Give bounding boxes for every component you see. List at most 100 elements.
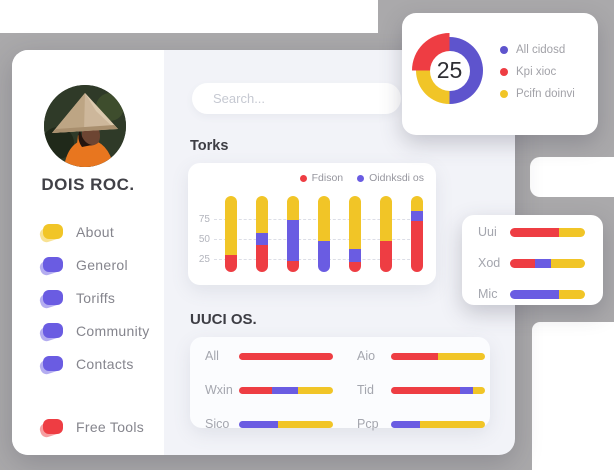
legend-item-kpi-xioc: Kpi xioc [500, 66, 575, 78]
torks-bar-segment [256, 244, 268, 272]
bar-row-sico: Sico [205, 417, 333, 431]
bar-row-mic: Mic [478, 287, 585, 301]
bar-segment [558, 227, 585, 237]
blob-icon [38, 257, 64, 277]
bar-track [510, 289, 585, 299]
bar-segment [510, 289, 559, 299]
blob-icon-shape [43, 290, 63, 305]
side-bars-list: Uui Xod Mic [478, 225, 585, 301]
y-tick-25: 25 [198, 254, 210, 265]
legend-label: Kpi xioc [516, 66, 557, 78]
torks-bar [287, 196, 299, 272]
bar-segment [391, 420, 421, 428]
torks-bar-segment [318, 196, 330, 241]
bar-segment [420, 420, 485, 428]
avatar-illustration [44, 85, 126, 167]
bar-row-pcp: Pcp [357, 417, 485, 431]
bar-track [391, 386, 485, 394]
bar-row-label: Mic [478, 287, 498, 301]
bar-track [510, 227, 585, 237]
bar-track [510, 258, 585, 268]
bar-track [391, 420, 485, 428]
sidebar: DOIS ROC. About Generol Toriffs Community Co… [12, 50, 164, 455]
sidebar-item-community[interactable]: Community [12, 321, 164, 343]
bar-segment [558, 289, 585, 299]
torks-bar [380, 196, 392, 272]
torks-bar [256, 196, 268, 272]
white-notch-right [530, 157, 614, 197]
fdison-legend-dot-icon [299, 174, 307, 182]
bar-segment [391, 352, 438, 360]
legend-label: Fdison [311, 172, 344, 184]
bar-segment [472, 386, 485, 394]
donut-stats-card: 25 All cidosd Kpi xioc Pcifn doinvi [402, 13, 598, 135]
sidebar-item-label: About [76, 224, 115, 240]
legend-item-oidnksdi: Oidnksdi os [357, 172, 424, 184]
uuci-left-column: All Wxin Sico [205, 345, 333, 431]
gridline-50 [214, 239, 420, 240]
blob-icon-shape [43, 257, 63, 272]
legend-item-pcifn-doinvi: Pcifn doinvi [500, 88, 575, 100]
side-stats-card: Uui Xod Mic [462, 215, 603, 305]
torks-bar-segment [411, 196, 423, 211]
bar-row-label: Sico [205, 417, 230, 431]
pcifn-doinvi-legend-dot-icon [500, 90, 508, 98]
uuci-chart-card: All Wxin Sico Aio Tid Pcp [190, 337, 490, 431]
bar-segment [271, 386, 299, 394]
torks-legend: Fdison Oidnksdi os [299, 172, 424, 184]
torks-bar-segment [380, 196, 392, 241]
torks-bar-segment [287, 196, 299, 220]
sidebar-item-about[interactable]: About [12, 222, 164, 244]
gridline-75 [214, 219, 420, 220]
blob-icon-shape [43, 224, 63, 239]
bar-segment [239, 352, 333, 360]
sidebar-item-free-tools[interactable]: Free Tools [12, 417, 164, 439]
legend-label: Pcifn doinvi [516, 88, 575, 100]
bar-segment [510, 227, 559, 237]
bar-segment [459, 386, 473, 394]
torks-chart-card: Fdison Oidnksdi os 75 50 25 [188, 163, 436, 285]
sidebar-item-label: Generol [76, 257, 128, 273]
blob-icon-shape [43, 419, 63, 434]
sidebar-item-label: Contacts [76, 356, 134, 372]
all-cidosd-legend-dot-icon [500, 46, 508, 54]
uuci-bars-grid: All Wxin Sico Aio Tid Pcp [205, 345, 485, 431]
bar-segment [534, 258, 552, 268]
torks-bar-segment [225, 255, 237, 272]
blob-icon-shape [43, 323, 63, 338]
torks-bar [318, 196, 330, 272]
bar-segment [278, 420, 333, 428]
bar-row-label: Tid [357, 383, 374, 397]
torks-bar-segment [411, 210, 423, 222]
bar-segment [239, 386, 272, 394]
bar-segment [391, 386, 460, 394]
legend-item-all-cidosd: All cidosd [500, 44, 575, 56]
oidnksdi-legend-dot-icon [357, 174, 365, 182]
sidebar-item-toriffs[interactable]: Toriffs [12, 288, 164, 310]
kpi-xioc-legend-dot-icon [500, 68, 508, 76]
y-tick-75: 75 [198, 214, 210, 225]
bar-row-aio: Aio [357, 349, 485, 363]
donut-legend: All cidosd Kpi xioc Pcifn doinvi [500, 44, 575, 100]
bar-segment [510, 258, 535, 268]
sidebar-item-label: Toriffs [76, 290, 116, 306]
blob-icon [38, 224, 64, 244]
bar-row-label: All [205, 349, 219, 363]
sidebar-item-contacts[interactable]: Contacts [12, 354, 164, 376]
torks-bar [411, 196, 423, 272]
bar-segment [239, 420, 279, 428]
sidebar-item-label: Community [76, 323, 150, 339]
torks-bar-segment [287, 260, 299, 272]
torks-bar-segment [411, 221, 423, 272]
uuci-right-column: Aio Tid Pcp [357, 345, 485, 431]
torks-bar-segment [349, 196, 361, 250]
search-bar[interactable] [192, 83, 401, 114]
sidebar-item-generol[interactable]: Generol [12, 255, 164, 277]
search-input[interactable] [213, 91, 383, 106]
bar-segment [298, 386, 333, 394]
bar-row-label: Uui [478, 225, 497, 239]
bar-row-label: Pcp [357, 417, 379, 431]
torks-bar-segment [349, 249, 361, 262]
bar-row-tid: Tid [357, 383, 485, 397]
